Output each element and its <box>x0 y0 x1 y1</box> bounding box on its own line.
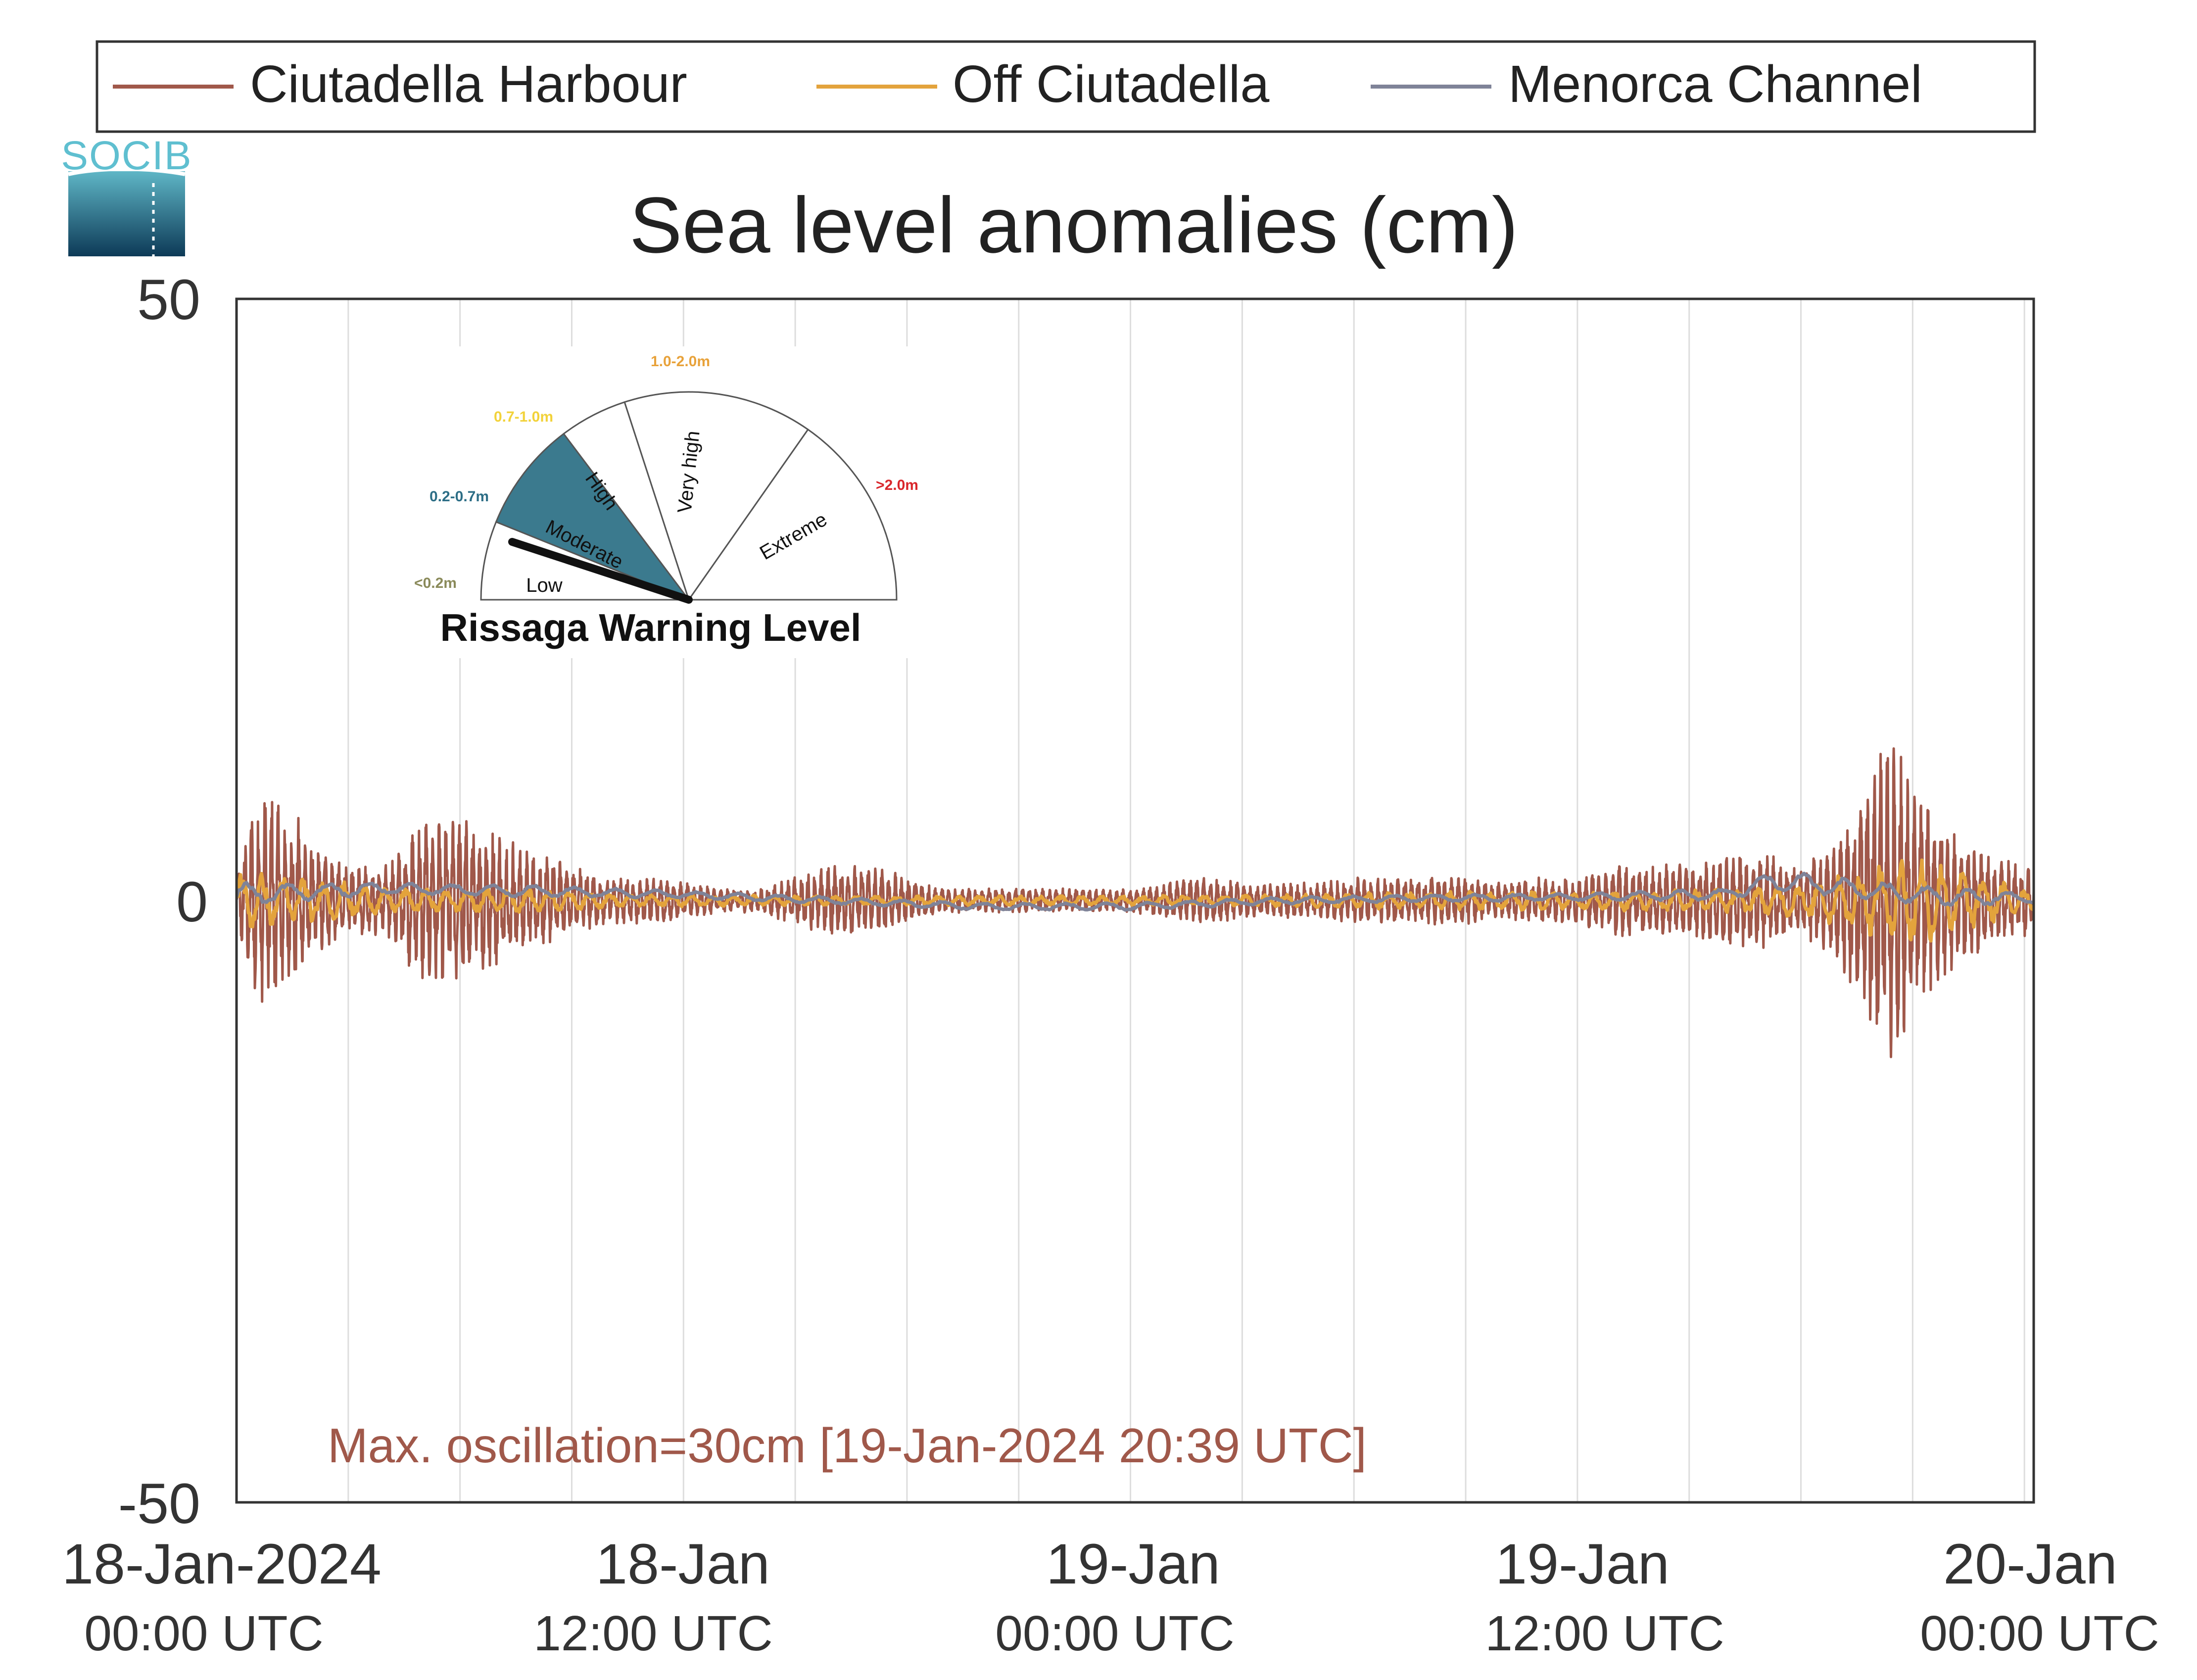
max-oscillation-annotation: Max. oscillation=30cm [19-Jan-2024 20:39… <box>328 1418 1367 1473</box>
gauge-sector-very-high <box>623 391 809 602</box>
gauge-sector-high <box>563 401 690 600</box>
series-line-off-ciutadella <box>237 858 2034 943</box>
gauge-sector-moderate <box>495 432 691 602</box>
y-tick-label: 0 <box>176 870 208 934</box>
chart-title: Sea level anomalies (cm) <box>629 181 1518 269</box>
plot-frame <box>235 297 2035 1504</box>
x-tick-time: 00:00 UTC <box>84 1606 324 1661</box>
y-axis: 50 0 -50 <box>118 268 208 1536</box>
x-tick-date: 18-Jan-2024 <box>62 1533 382 1596</box>
x-tick-date: 18-Jan <box>596 1533 770 1596</box>
x-tick-date: 19-Jan <box>1495 1533 1670 1596</box>
y-tick-label: 50 <box>137 268 200 332</box>
y-tick-label: -50 <box>118 1472 200 1536</box>
series-group <box>237 747 2034 1058</box>
logo-wave <box>68 167 186 176</box>
x-axis: 18-Jan-2024 00:00 UTC 18-Jan 12:00 UTC 1… <box>62 1533 2159 1661</box>
gauge-range-low: <0.2m <box>414 575 457 591</box>
legend: Ciutadella Harbour Off Ciutadella Menorc… <box>96 40 2036 133</box>
x-tick-time: 00:00 UTC <box>995 1606 1235 1661</box>
x-tick-time: 00:00 UTC <box>1920 1606 2159 1661</box>
logo-text: SOCIB <box>61 133 192 178</box>
x-tick-date: 19-Jan <box>1046 1533 1220 1596</box>
gauge-title: Rissaga Warning Level <box>440 606 861 649</box>
legend-label-ciutadella-harbour: Ciutadella Harbour <box>250 55 687 113</box>
x-tick-date: 20-Jan <box>1943 1533 2117 1596</box>
legend-label-off-ciutadella: Off Ciutadella <box>953 55 1269 113</box>
logo-block <box>68 171 185 256</box>
gauge-needle <box>508 538 693 604</box>
gauge-label-low: Low <box>526 575 562 596</box>
gauge-range-moderate: 0.2-0.7m <box>430 488 489 505</box>
gauge-sector-extreme <box>687 428 898 601</box>
series-line-menorca-channel <box>237 871 2034 912</box>
x-tick-time: 12:00 UTC <box>1485 1606 1724 1661</box>
socib-logo: SOCIB <box>61 133 192 256</box>
gauge-range-high: 0.7-1.0m <box>494 409 553 425</box>
legend-frame <box>96 40 2036 133</box>
gauge-range-very-high: 1.0-2.0m <box>651 353 710 370</box>
gauge-range-extreme: >2.0m <box>876 477 918 493</box>
x-tick-time: 12:00 UTC <box>533 1606 773 1661</box>
legend-label-menorca-channel: Menorca Channel <box>1508 55 1922 113</box>
rissaga-gauge: Low Moderate High Very high Extreme <0.2… <box>403 346 928 658</box>
